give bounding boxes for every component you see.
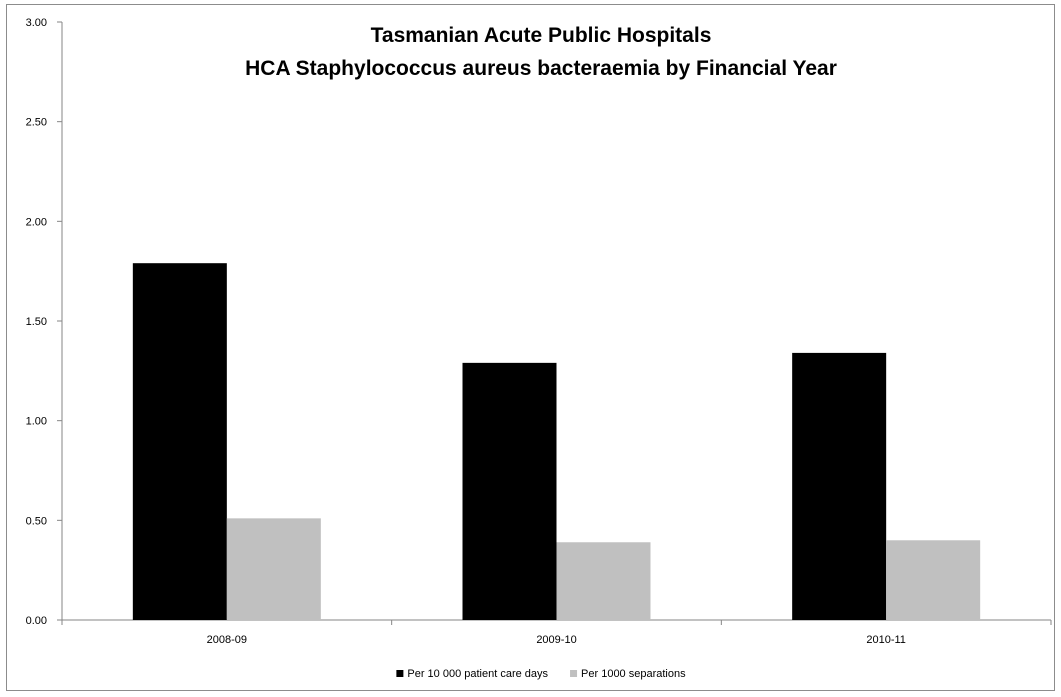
legend: Per 10 000 patient care days Per 1000 sep… [396, 668, 686, 680]
legend-label: Per 10 000 patient care days [407, 668, 548, 680]
legend-item: Per 10 000 patient care days [396, 668, 549, 680]
y-tick-label: 0.00 [26, 615, 47, 627]
x-tick-label: 2009-10 [536, 634, 576, 646]
chart-title: Tasmanian Acute Public Hospitals [371, 24, 712, 47]
x-tick-label: 2010-11 [866, 634, 906, 646]
legend-label: Per 1000 separations [581, 668, 686, 680]
chart-subtitle: HCA Staphylococcus aureus bacteraemia by… [245, 57, 837, 80]
y-tick-label: 2.00 [26, 216, 47, 228]
y-tick-label: 0.50 [26, 515, 47, 527]
x-tick-label: 2008-09 [207, 634, 247, 646]
bar [886, 540, 981, 620]
bar [462, 362, 557, 620]
y-tick-label: 3.00 [26, 17, 47, 29]
y-tick-label: 2.50 [26, 117, 47, 129]
y-tick-label: 1.50 [26, 316, 47, 328]
bar [226, 518, 321, 620]
legend-swatch [396, 670, 404, 677]
legend-item: Per 1000 separations [570, 668, 686, 680]
bars [132, 263, 981, 620]
bar [132, 263, 227, 620]
bar [556, 542, 651, 620]
legend-swatch [570, 670, 578, 677]
y-tick-label: 1.00 [26, 416, 47, 428]
bar [792, 352, 887, 620]
